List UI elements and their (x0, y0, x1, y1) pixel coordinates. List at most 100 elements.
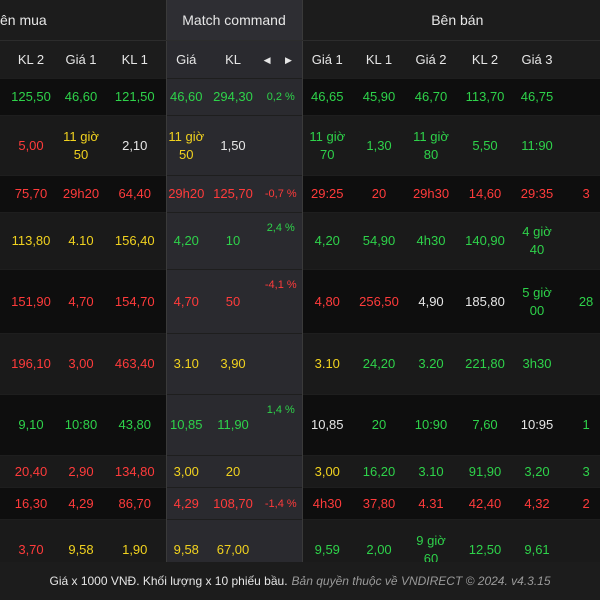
cell-edge-right (560, 78, 600, 116)
price-table: ên mua Match command Bên bán KL 2 Giá 1 … (0, 0, 600, 581)
cell-ask-price2: 10:90 (406, 394, 457, 456)
cell-match-vol: 1,50 (206, 115, 261, 176)
col-header-ask-price1[interactable]: Giá 1 (302, 40, 353, 79)
cell-match-vol: 125,70 (206, 175, 261, 213)
cell-match-price: 29h20 (165, 175, 207, 213)
cell-edge: 0 (0, 269, 4, 334)
cell-match-vol: 294,30 (206, 78, 261, 116)
cell-bid-price1: 4.10 (58, 212, 104, 270)
sell-group-header: Bên bán (302, 0, 600, 41)
cell-ask-vol1: 256,50 (352, 269, 407, 334)
cell-match-change: 2,4 % (260, 212, 303, 270)
cell-edge-right: 3 (560, 455, 600, 488)
table-row[interactable]: 0196,103,00463,403.103,903.1024,203.2022… (0, 333, 600, 395)
cell-match-vol: 11,90 (206, 394, 261, 456)
col-header-bid-vol1[interactable]: KL 1 (104, 40, 167, 79)
cell-bid-vol2: 151,90 (4, 269, 58, 334)
cell-edge: 5 (0, 394, 4, 456)
footer: Giá x 1000 VNĐ. Khối lượng x 10 phiếu bầ… (0, 562, 600, 600)
cell-bid-price1: 46,60 (58, 78, 104, 116)
cell-bid-vol2: 113,80 (4, 212, 58, 270)
table-row[interactable]: 125,50 46,60 121,50 46,60 294,30 0,2 % 46,65 45… (0, 78, 600, 116)
cell-match-change: 1,4 % (260, 394, 303, 456)
cell-bid-price1: 2,90 (58, 455, 104, 488)
buy-group-header: ên mua (0, 0, 167, 41)
cell-ask-price2: 4,90 (406, 269, 457, 334)
cell-ask-vol2: 140,90 (456, 212, 515, 270)
cell-edge-right: 1 (560, 394, 600, 456)
cell-ask-vol1: 54,90 (352, 212, 407, 270)
cell-match-vol: 20 (206, 455, 261, 488)
cell-bid-vol2: 9,10 (4, 394, 58, 456)
cell-match-change: -1,4 % (260, 487, 303, 520)
col-header-ask-vol1[interactable]: KL 1 (352, 40, 407, 79)
col-header-ask-vol2[interactable]: KL 2 (456, 40, 515, 79)
cell-bid-price1: 4,70 (58, 269, 104, 334)
cell-edge (0, 455, 4, 488)
cell-match-change (260, 455, 303, 488)
table-body: 125,50 46,60 121,50 46,60 294,30 0,2 % 46,65 45… (0, 78, 600, 581)
col-header-match-price[interactable]: Giá (165, 40, 207, 79)
col-header-edge (0, 40, 4, 79)
cell-ask-vol2: 185,80 (456, 269, 515, 334)
cell-edge-right (560, 212, 600, 270)
cell-ask-vol2: 5,50 (456, 115, 515, 176)
cell-edge: 0 (0, 333, 4, 395)
col-header-ask-price2[interactable]: Giá 2 (406, 40, 457, 79)
cell-ask-vol2: 7,60 (456, 394, 515, 456)
cell-bid-vol1: 86,70 (104, 487, 167, 520)
table-row[interactable]: 20,40 2,90 134,80 3,00 20 3,00 16,20 3.10 91,90 3… (0, 455, 600, 488)
cell-ask-price2: 4h30 (406, 212, 457, 270)
cell-match-vol: 10 (206, 212, 261, 270)
cell-ask-vol1: 24,20 (352, 333, 407, 395)
cell-edge: 5 (0, 175, 4, 213)
cell-match-change (260, 333, 303, 395)
cell-match-vol: 50 (206, 269, 261, 334)
cell-ask-price3: 4 giờ 40 (514, 212, 561, 270)
match-group-header: Match command (165, 0, 303, 41)
cell-edge-right (560, 115, 600, 176)
cell-edge-right: 2 (560, 487, 600, 520)
cell-ask-vol2: 221,80 (456, 333, 515, 395)
col-header-match-vol[interactable]: KL (206, 40, 261, 79)
scroll-arrows[interactable]: ◀ ▶ (260, 40, 303, 79)
cell-match-price: 4,20 (165, 212, 207, 270)
cell-ask-price1: 3,00 (302, 455, 353, 488)
cell-match-change: -4,1 % (260, 269, 303, 334)
cell-ask-price2: 3.20 (406, 333, 457, 395)
cell-ask-price2: 46,70 (406, 78, 457, 116)
cell-ask-price1: 10,85 (302, 394, 353, 456)
cell-bid-vol1: 154,70 (104, 269, 167, 334)
unit-note: Giá x 1000 VNĐ. Khối lượng x 10 phiếu bầ… (49, 574, 288, 588)
col-header-edge-right (560, 40, 600, 79)
copyright: Bản quyền thuộc về VNDIRECT © 2024. v4.3… (291, 574, 551, 588)
cell-match-price: 11 giờ 50 (165, 115, 207, 176)
cell-bid-vol2: 5,00 (4, 115, 58, 176)
cell-ask-vol1: 45,90 (352, 78, 407, 116)
cell-ask-price3: 11:90 (514, 115, 561, 176)
col-header-ask-price3[interactable]: Giá 3 (514, 40, 561, 79)
cell-ask-price2: 11 giờ 80 (406, 115, 457, 176)
cell-bid-price1: 29h20 (58, 175, 104, 213)
cell-match-price: 3,00 (165, 455, 207, 488)
cell-bid-price1: 4,29 (58, 487, 104, 520)
cell-ask-vol1: 20 (352, 175, 407, 213)
left-right-arrow-icon[interactable]: ◀ ▶ (263, 55, 298, 65)
cell-ask-vol2: 42,40 (456, 487, 515, 520)
cell-edge-right: 28 (560, 269, 600, 334)
cell-bid-vol1: 463,40 (104, 333, 167, 395)
col-header-bid-vol2[interactable]: KL 2 (4, 40, 58, 79)
cell-ask-price2: 4.31 (406, 487, 457, 520)
cell-bid-price1: 10:80 (58, 394, 104, 456)
col-header-bid-price1[interactable]: Giá 1 (58, 40, 104, 79)
cell-ask-vol2: 14,60 (456, 175, 515, 213)
cell-ask-vol1: 37,80 (352, 487, 407, 520)
cell-match-price: 3.10 (165, 333, 207, 395)
